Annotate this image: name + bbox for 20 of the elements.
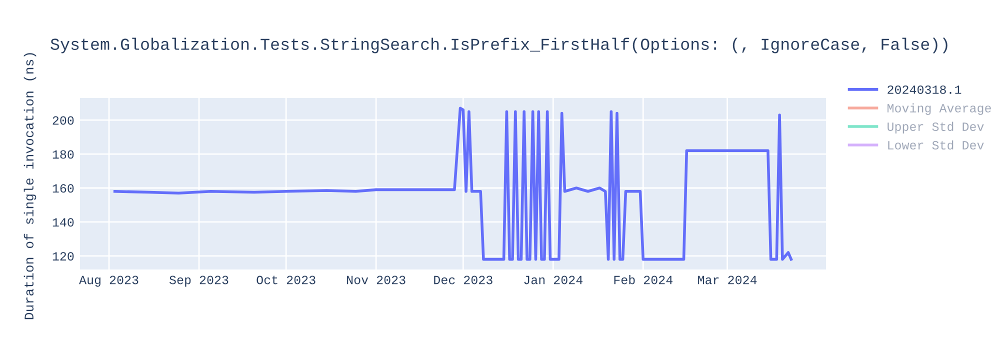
legend-label: Lower Std Dev: [888, 140, 984, 150]
legend-label: Moving Average: [888, 103, 991, 115]
x-tick-label: Sep 2023: [169, 276, 228, 287]
legend-label: Upper Std Dev: [888, 122, 984, 134]
x-tick-label: Mar 2024: [698, 276, 757, 284]
y-tick-label: 120: [52, 252, 74, 261]
x-tick-label: Nov 2023: [347, 276, 406, 284]
y-tick-label: 180: [52, 150, 74, 159]
y-tick-label: 160: [52, 184, 74, 193]
chart-title: System.Globalization.Tests.StringSearch.IsPrefix_FirstHalf(Options: (, IgnoreCase, False)): [50, 38, 948, 54]
line-series: [113, 106, 793, 261]
y-tick-label: 200: [52, 116, 74, 125]
y-tick-label: 140: [52, 218, 74, 227]
x-tick-label: Dec 2023: [434, 276, 492, 284]
y-axis-title: Duration of single invocation (ns): [24, 53, 36, 320]
legend-label: 20240318.1: [888, 85, 962, 94]
x-tick-label: Aug 2023: [79, 276, 138, 287]
x-tick-label: Feb 2024: [614, 275, 672, 284]
x-tick-label: Jan 2024: [524, 276, 583, 284]
x-tick-label: Oct 2023: [256, 276, 316, 284]
